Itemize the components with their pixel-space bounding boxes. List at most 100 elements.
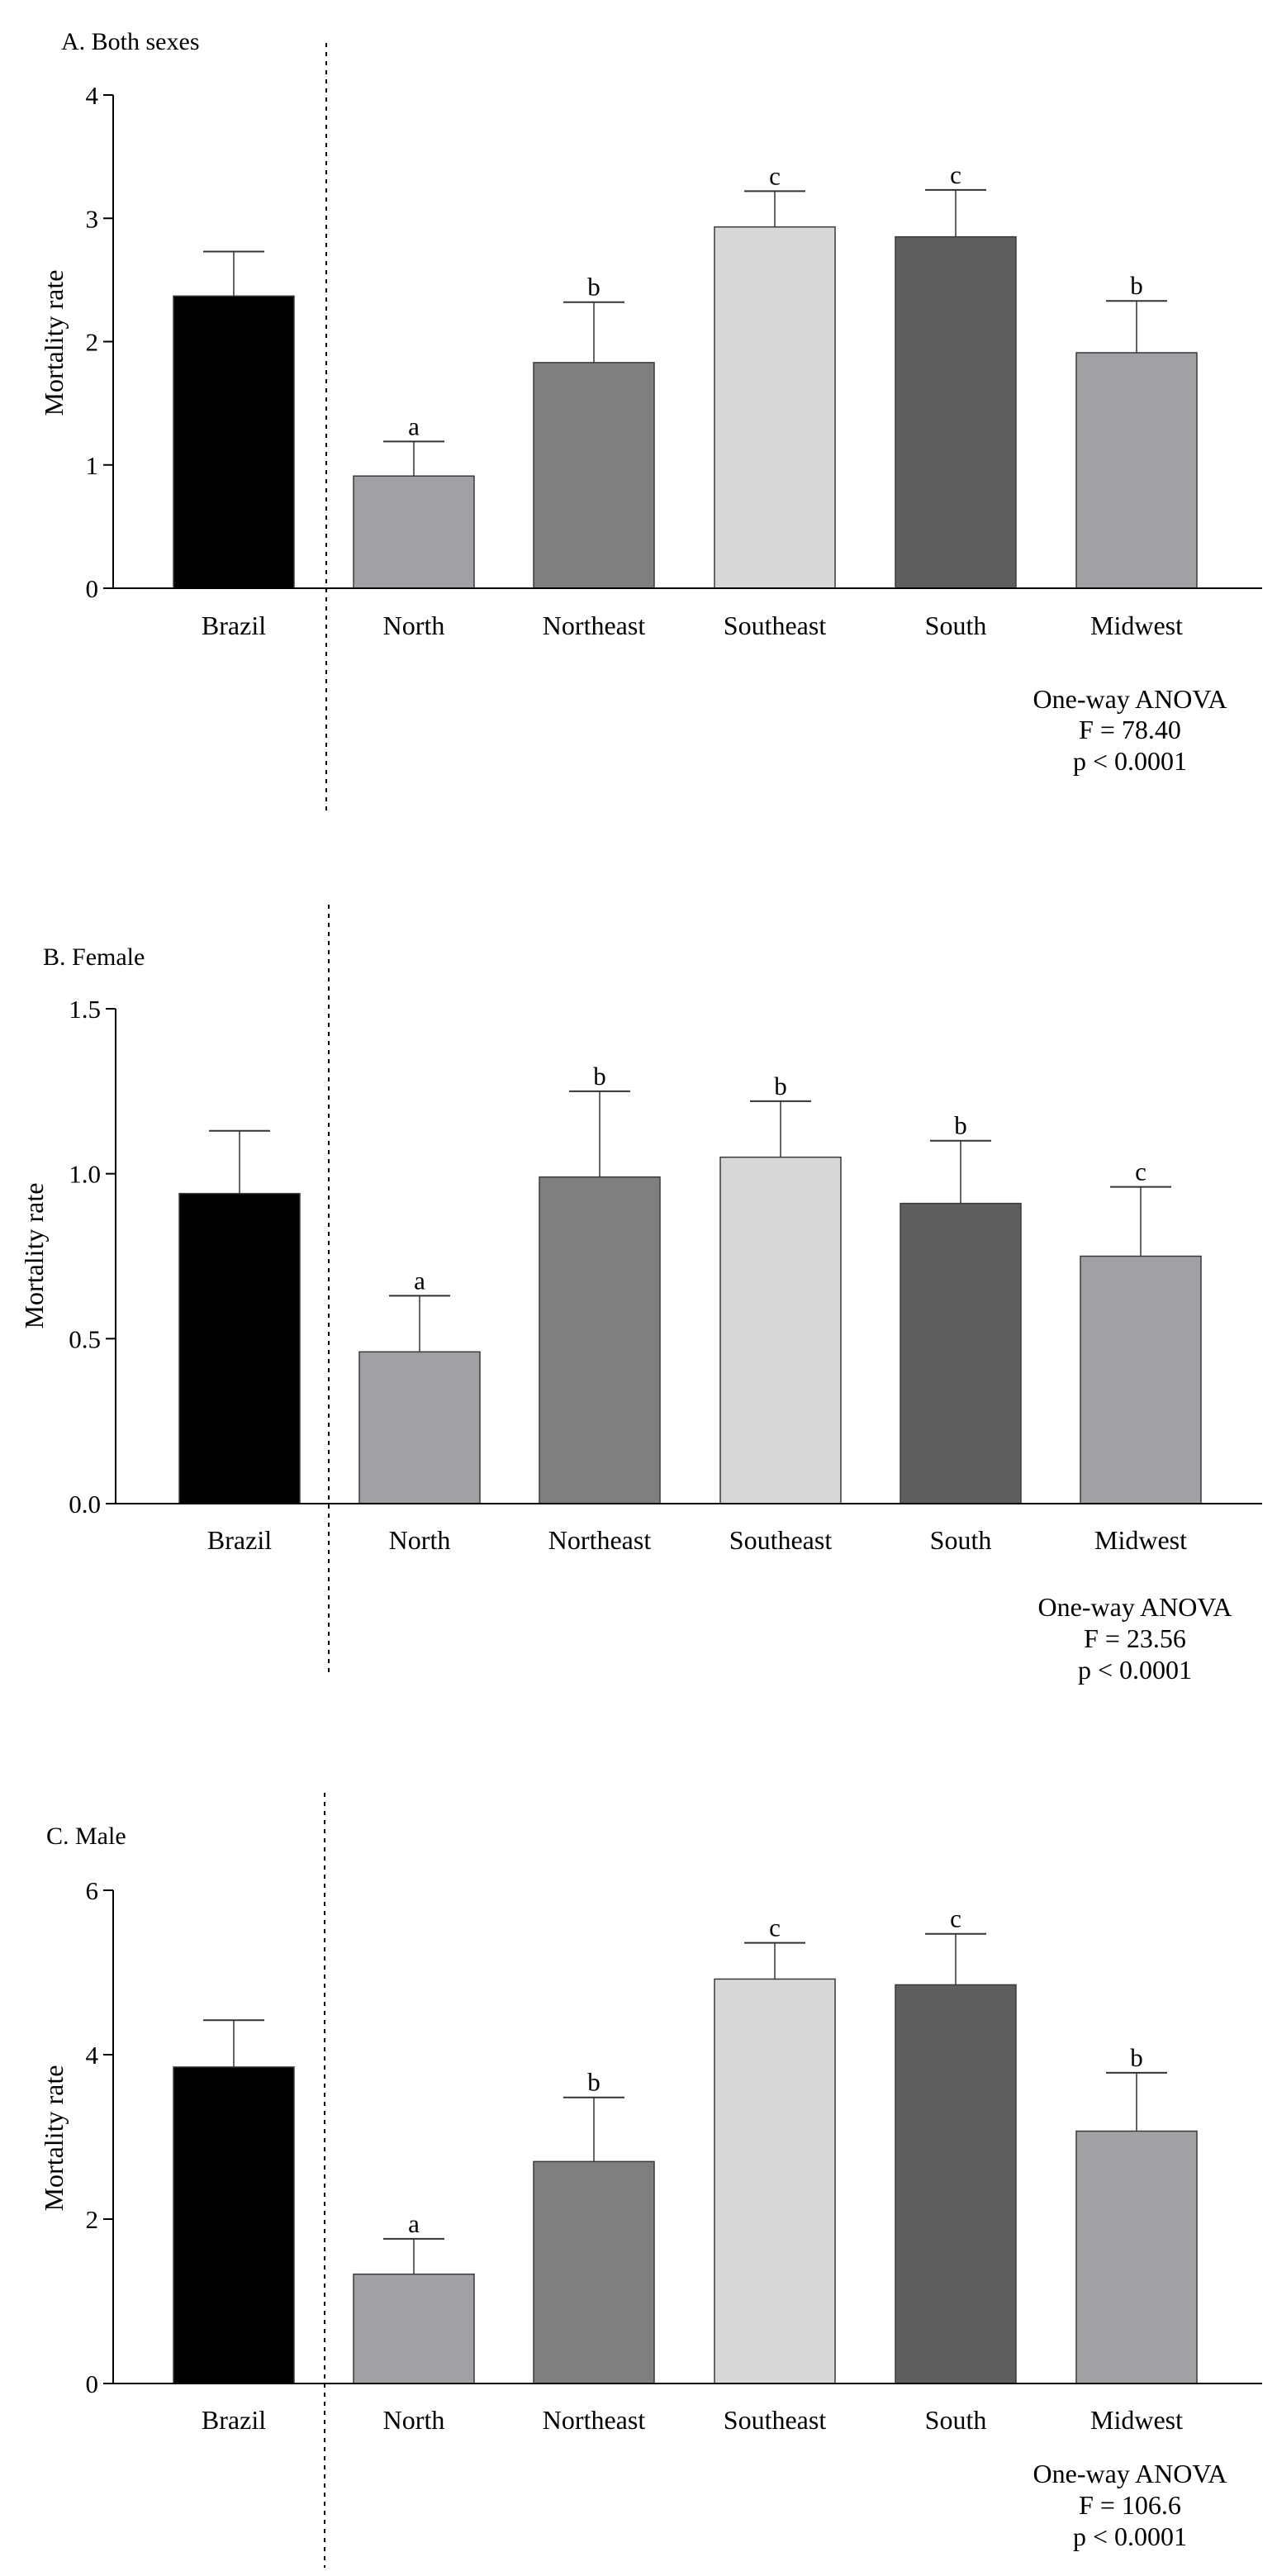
category-label: South [930,1525,992,1555]
y-tick-label: 3 [86,204,99,233]
category-label: North [383,2405,445,2435]
category-label: Southeast [729,1525,833,1555]
significance-letter: b [774,1072,787,1100]
category-label: Brazil [202,2405,266,2435]
bar-northeast [539,1176,661,1504]
category-label: Southeast [724,611,827,640]
axes [115,1009,1262,1504]
bar-midwest [1080,1255,1202,1504]
significance-letter: b [1130,2043,1143,2072]
panel-title: B. Female [43,943,145,971]
stats-test: One-way ANOVA [1033,2459,1227,2488]
panel-male: C. Male Mortality rate 0 2 4 6 a b c c b Brazil… [39,1793,1262,2568]
category-labels: Brazil North Northeast Southeast South Midwes… [202,611,1183,640]
y-tick-label: 2 [86,2205,99,2234]
stats-test: One-way ANOVA [1038,1592,1232,1622]
significance-letter: b [587,2068,601,2097]
y-tick-label: 2 [86,328,99,357]
stats-p-value: p < 0.0001 [1073,2521,1187,2551]
stats-p-value: p < 0.0001 [1073,746,1187,776]
y-tick-label: 1.5 [69,995,101,1024]
significance-letter: c [950,160,961,189]
bar-brazil [173,2066,295,2384]
significance-letter: c [1135,1157,1146,1186]
category-label: Northeast [548,1525,652,1555]
bars [173,1978,1198,2384]
bar-south [895,1984,1017,2384]
y-axis-label: Mortality rate [39,2065,69,2212]
significance-letter: c [769,161,781,190]
category-label: Southeast [724,2405,827,2435]
category-label: South [925,2405,987,2435]
bar-midwest [1075,352,1198,589]
bar-brazil [178,1192,301,1504]
category-label: Midwest [1090,611,1183,640]
panel-female: B. Female Mortality rate 0.0 0.5 1.0 1.5 a b… [19,905,1262,1685]
y-axis-label: Mortality rate [19,1183,49,1329]
stats-annotation: One-way ANOVA F = 23.56 p < 0.0001 [1038,1592,1232,1685]
panel-title: C. Male [46,1823,126,1850]
error-bars [203,1932,1167,2274]
stats-f-value: F = 23.56 [1084,1623,1186,1653]
bar-southeast [714,226,836,589]
bar-southeast [719,1156,842,1504]
category-label: South [925,611,987,640]
bar-southeast [714,1978,836,2384]
category-labels: Brazil North Northeast Southeast South Midwes… [202,2405,1183,2435]
bar-northeast [533,2160,655,2384]
y-tick-label: 0 [86,574,99,603]
category-label: North [389,1525,451,1555]
y-tick-label: 1 [86,451,99,480]
category-label: Brazil [207,1525,272,1555]
error-bars [203,188,1167,477]
significance-letters: a b c c b [408,1904,1143,2238]
y-tick-label: 0.5 [69,1324,101,1353]
y-axis-label: Mortality rate [39,270,69,416]
stats-annotation: One-way ANOVA F = 106.6 p < 0.0001 [1033,2459,1227,2551]
bar-brazil [173,295,295,589]
y-axis-ticks: 0 2 4 6 [86,1876,113,2398]
significance-letter: b [1130,271,1143,300]
y-tick-label: 4 [86,2041,99,2070]
category-label: North [383,611,445,640]
y-tick-label: 0.0 [69,1490,101,1519]
axes [112,95,1262,589]
category-labels: Brazil North Northeast Southeast South Midwes… [207,1525,1187,1555]
bar-midwest [1075,2130,1198,2384]
category-label: Midwest [1090,2405,1183,2435]
significance-letters: a b b b c [414,1062,1146,1295]
bar-north [358,1351,481,1504]
error-bars [209,1090,1171,1352]
bar-south [895,235,1017,589]
significance-letter: b [587,273,601,302]
bar-south [900,1202,1022,1504]
stats-test: One-way ANOVA [1033,684,1227,714]
panel-title: A. Both sexes [61,28,200,55]
category-label: Brazil [202,611,266,640]
significance-letter: a [414,1266,425,1295]
axes [112,1890,1262,2384]
significance-letters: a b c c b [408,160,1143,440]
significance-letter: a [408,2209,420,2238]
significance-letter: b [954,1111,967,1140]
category-label: Northeast [543,2405,646,2435]
y-tick-label: 0 [86,2369,99,2398]
bars [178,1156,1202,1504]
panel-both-sexes: A. Both sexes Mortality rate 0 1 2 3 4 a b c c b… [39,28,1262,814]
y-axis-ticks: 0.0 0.5 1.0 1.5 [69,995,116,1519]
bar-north [353,2273,475,2384]
stats-f-value: F = 78.40 [1079,715,1181,744]
significance-letter: a [408,411,420,440]
bar-north [353,475,475,589]
significance-letter: c [950,1904,961,1933]
significance-letter: c [769,1913,781,1942]
stats-annotation: One-way ANOVA F = 78.40 p < 0.0001 [1033,684,1227,776]
category-label: Midwest [1094,1525,1187,1555]
stats-f-value: F = 106.6 [1079,2490,1181,2520]
category-label: Northeast [543,611,646,640]
bar-northeast [533,362,655,589]
y-tick-label: 6 [86,1876,99,1905]
stats-p-value: p < 0.0001 [1078,1655,1192,1685]
significance-letter: b [593,1062,606,1091]
